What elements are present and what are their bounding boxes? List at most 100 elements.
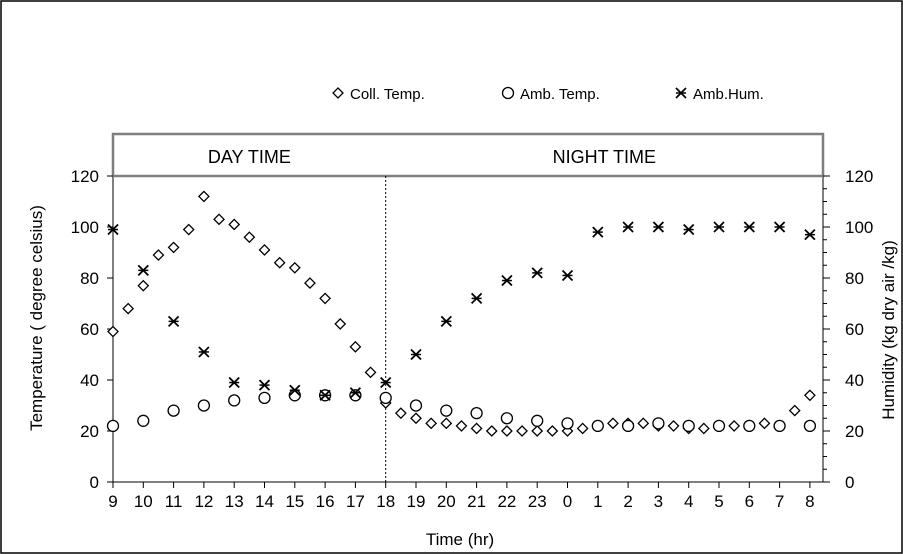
coll-temp-point bbox=[243, 231, 256, 244]
x-tick-label: 11 bbox=[165, 492, 183, 511]
coll-temp-point bbox=[697, 422, 710, 435]
coll-temp-point bbox=[319, 292, 332, 305]
amb-temp-point bbox=[137, 414, 150, 427]
coll-temp-point bbox=[364, 366, 377, 379]
amb-temp-point bbox=[500, 412, 514, 425]
amb-hum-point bbox=[198, 346, 210, 358]
region-label: DAY TIME bbox=[208, 147, 291, 167]
amb-hum-point bbox=[107, 223, 119, 236]
legend-marker bbox=[675, 87, 687, 99]
coll-temp-point bbox=[728, 419, 741, 432]
y-right-tick-label: 20 bbox=[845, 422, 864, 441]
coll-temp-point bbox=[440, 417, 453, 430]
amb-hum-point bbox=[289, 384, 301, 396]
amb-temp-point bbox=[167, 404, 180, 417]
coll-temp-point bbox=[122, 302, 135, 315]
coll-temp-point bbox=[288, 261, 301, 274]
y-left-tick-label: 0 bbox=[90, 473, 99, 492]
amb-temp-point bbox=[712, 419, 726, 433]
coll-temp-point bbox=[788, 404, 801, 417]
coll-temp-point bbox=[228, 218, 241, 231]
x-tick-label: 9 bbox=[108, 492, 117, 511]
amb-hum-point bbox=[440, 315, 452, 327]
y-left-tick-label: 40 bbox=[80, 371, 99, 390]
coll-temp-point bbox=[470, 422, 483, 435]
amb-hum-point bbox=[470, 292, 483, 305]
amb-temp-point bbox=[106, 419, 120, 433]
y-right-tick-label: 100 bbox=[845, 218, 873, 237]
coll-temp-point bbox=[137, 279, 150, 292]
coll-temp-point bbox=[455, 419, 468, 432]
amb-hum-point bbox=[167, 315, 180, 327]
coll-temp-point bbox=[213, 213, 225, 226]
x-tick-label: 20 bbox=[437, 492, 456, 511]
amb-temp-point bbox=[652, 417, 665, 430]
amb-hum-point bbox=[773, 221, 786, 233]
legend-marker bbox=[332, 87, 344, 99]
amb-hum-point bbox=[652, 221, 665, 233]
x-tick-label: 22 bbox=[497, 492, 516, 511]
coll-temp-point bbox=[485, 425, 498, 437]
x-tick-label: 2 bbox=[623, 492, 632, 511]
x-tick-label: 1 bbox=[593, 492, 602, 511]
amb-temp-point bbox=[228, 394, 241, 407]
amb-temp-point bbox=[379, 391, 392, 405]
amb-hum-point bbox=[258, 379, 271, 391]
coll-temp-point bbox=[182, 223, 195, 236]
amb-temp-point bbox=[743, 419, 756, 433]
coll-temp-point bbox=[152, 249, 165, 261]
x-tick-label: 3 bbox=[654, 492, 663, 511]
amb-hum-point bbox=[713, 221, 725, 233]
amb-hum-point bbox=[410, 348, 422, 361]
amb-temp-point bbox=[803, 419, 817, 433]
x-tick-label: 14 bbox=[255, 492, 274, 511]
y-right-tick-label: 0 bbox=[845, 473, 854, 492]
amb-hum-point bbox=[319, 389, 331, 401]
amb-hum-point bbox=[531, 267, 543, 279]
coll-temp-point bbox=[197, 190, 210, 203]
amb-temp-point bbox=[621, 419, 635, 433]
amb-temp-point bbox=[258, 391, 271, 405]
amb-temp-point bbox=[197, 399, 211, 412]
amb-hum-point bbox=[622, 221, 634, 233]
y-left-tick-label: 20 bbox=[80, 422, 99, 441]
x-tick-label: 16 bbox=[316, 492, 335, 511]
amb-temp-point bbox=[409, 399, 423, 412]
amb-temp-point bbox=[440, 404, 453, 417]
amb-hum-point bbox=[561, 269, 574, 282]
coll-temp-point bbox=[516, 425, 528, 437]
x-tick-label: 12 bbox=[194, 492, 213, 511]
amb-temp-point bbox=[773, 419, 786, 433]
coll-temp-point bbox=[258, 244, 271, 256]
coll-temp-point bbox=[607, 417, 619, 430]
amb-hum-point bbox=[501, 274, 513, 287]
y-right-tick-label: 40 bbox=[845, 371, 864, 390]
amb-hum-point bbox=[592, 226, 604, 238]
coll-temp-point bbox=[349, 340, 362, 353]
coll-temp-point bbox=[500, 425, 513, 437]
y-left-tick-label: 60 bbox=[80, 320, 99, 339]
coll-temp-point bbox=[425, 417, 438, 430]
y-right-tick-label: 120 bbox=[845, 167, 873, 186]
x-tick-label: 10 bbox=[134, 492, 153, 511]
coll-temp-point bbox=[637, 417, 650, 430]
amb-temp-point bbox=[682, 419, 695, 433]
y-left-tick-label: 80 bbox=[80, 269, 99, 288]
legend-marker bbox=[501, 86, 515, 100]
legend-label: Amb. Temp. bbox=[520, 86, 600, 103]
coll-temp-point bbox=[334, 317, 347, 330]
coll-temp-point bbox=[107, 325, 119, 338]
coll-temp-point bbox=[576, 422, 589, 435]
coll-temp-point bbox=[803, 389, 816, 402]
amb-temp-point bbox=[470, 406, 483, 420]
coll-temp-point bbox=[394, 407, 407, 420]
legend-label: Amb.Hum. bbox=[693, 86, 764, 103]
x-axis-label: Time (hr) bbox=[426, 530, 494, 549]
coll-temp-point bbox=[273, 256, 286, 269]
coll-temp-point bbox=[410, 412, 422, 425]
x-tick-label: 5 bbox=[714, 492, 723, 511]
coll-temp-point bbox=[531, 425, 544, 437]
x-tick-label: 13 bbox=[225, 492, 244, 511]
